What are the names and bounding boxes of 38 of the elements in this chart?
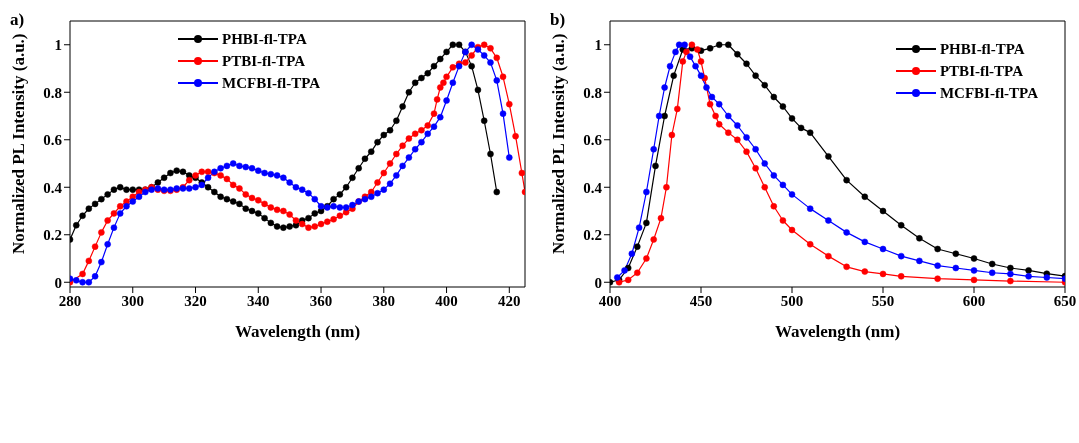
- y-tick-label: 0.8: [583, 84, 602, 101]
- legend-label: PTBI-fl-TPA: [939, 62, 1024, 80]
- y-tick-label: 0.2: [583, 227, 602, 244]
- y-tick-label: 0.6: [43, 132, 63, 149]
- y-tick-label: 1: [594, 37, 602, 54]
- y-tick-label: 0: [594, 274, 602, 291]
- x-tick-label: 280: [58, 292, 82, 309]
- y-tick-label: 0.6: [583, 132, 603, 149]
- x-tick-label: 400: [598, 292, 622, 309]
- x-tick-label: 500: [780, 292, 804, 309]
- x-axis-title: Wavelength (nm): [234, 322, 361, 341]
- text: b): [550, 10, 566, 30]
- y-axis-title: Normalized PL Intensity (a.u.): [549, 33, 569, 254]
- x-tick-label: 300: [121, 292, 145, 309]
- y-tick-label: 0: [54, 274, 62, 291]
- legend-label: PTBI-fl-TPA: [222, 52, 306, 70]
- x-tick-label: 650: [1053, 292, 1077, 309]
- y-tick-label: 0.4: [583, 179, 603, 196]
- legend-label: MCFBI-fl-TPA: [222, 74, 321, 92]
- x-tick-label: 600: [962, 292, 986, 309]
- y-tick-label: 1: [54, 37, 62, 54]
- x-tick-label: 400: [435, 292, 458, 309]
- legend-label: PHBI-fl-TPA: [939, 40, 1025, 58]
- x-tick-label: 420: [498, 292, 521, 309]
- y-tick-label: 0.4: [43, 179, 63, 196]
- x-tick-label: 550: [871, 292, 895, 309]
- legend-label: MCFBI-fl-TPA: [939, 84, 1038, 102]
- x-tick-label: 450: [689, 292, 713, 309]
- x-tick-label: 320: [184, 292, 207, 309]
- y-axis-title: Normalized PL Intensity (a.u.): [9, 33, 29, 254]
- x-tick-label: 340: [247, 292, 270, 309]
- x-tick-label: 380: [372, 292, 396, 309]
- text: a): [10, 10, 25, 30]
- y-tick-label: 0.8: [43, 84, 62, 101]
- x-axis-title: Wavelength (nm): [774, 322, 901, 341]
- x-tick-label: 360: [309, 292, 333, 309]
- y-tick-label: 0.2: [43, 227, 62, 244]
- legend-label: PHBI-fl-TPA: [222, 30, 307, 48]
